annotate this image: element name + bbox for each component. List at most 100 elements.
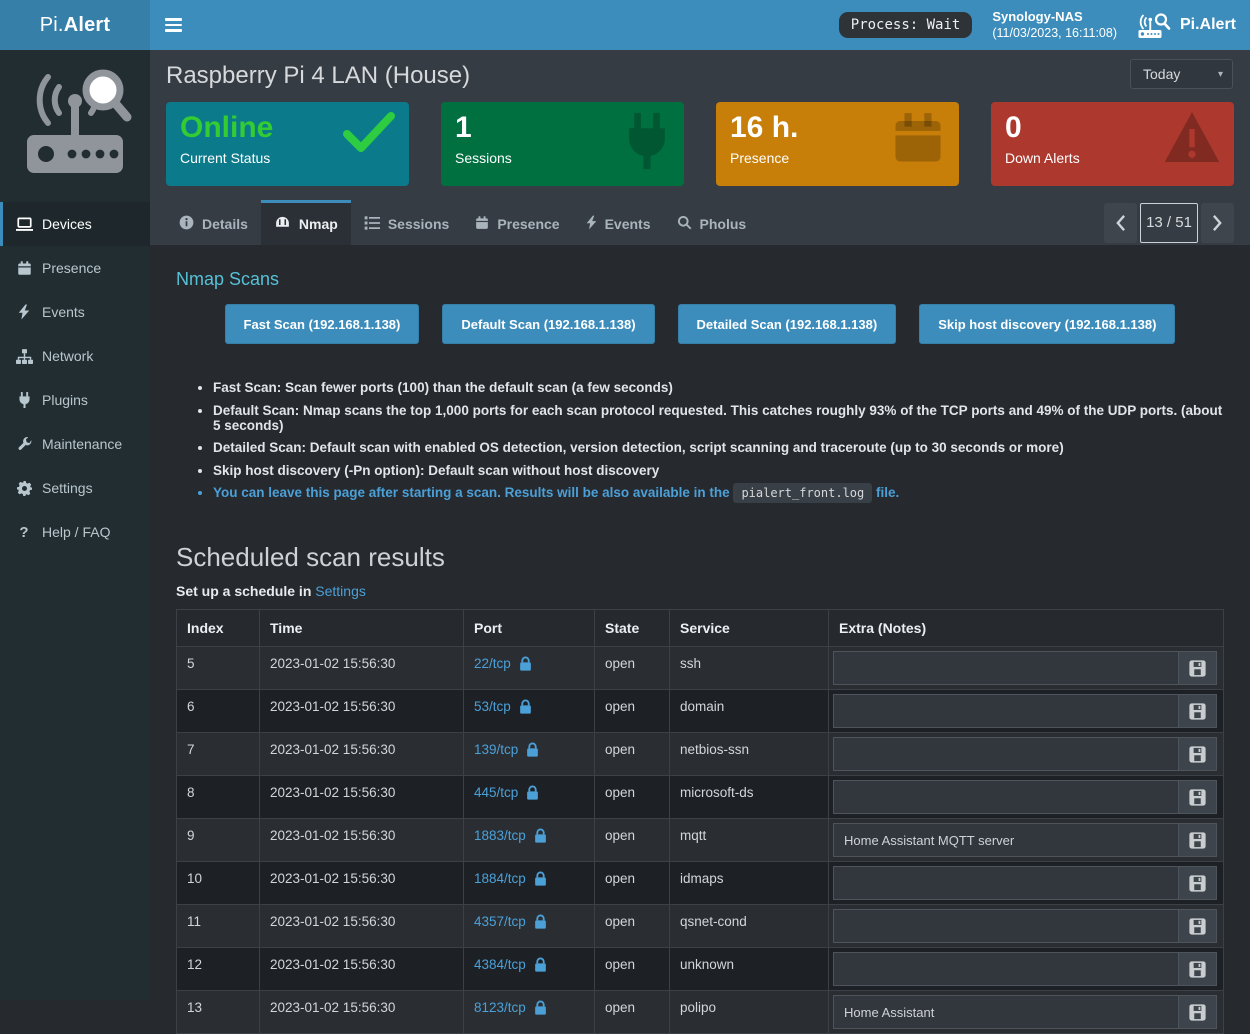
note-input[interactable] (833, 823, 1179, 857)
col-port: Port (464, 610, 595, 647)
prev-device-button[interactable] (1104, 203, 1137, 243)
sidebar-item-network[interactable]: Network (0, 334, 150, 378)
floppy-save-icon (1189, 918, 1206, 935)
note-input[interactable] (833, 909, 1179, 943)
note-input[interactable] (833, 651, 1179, 685)
settings-link[interactable]: Settings (315, 583, 366, 599)
save-note-button[interactable] (1179, 694, 1217, 728)
cell-note (829, 862, 1224, 905)
port-link[interactable]: 1883/tcp (474, 828, 547, 843)
note-input-group (833, 694, 1217, 728)
save-note-button[interactable] (1179, 952, 1217, 986)
port-text: 1884/tcp (474, 871, 526, 886)
cell-time: 2023-01-02 15:56:30 (260, 948, 464, 991)
scan-description-item: Fast Scan: Scan fewer ports (100) than t… (213, 380, 1224, 395)
note-input[interactable] (833, 694, 1179, 728)
period-select-value: Today (1143, 66, 1180, 82)
col-index: Index (177, 610, 260, 647)
port-link[interactable]: 1884/tcp (474, 871, 547, 886)
sidebar-item-help[interactable]: ? Help / FAQ (0, 510, 150, 554)
main-content: Raspberry Pi 4 LAN (House) Today ▾ Onlin… (150, 50, 1250, 1000)
lock-icon (526, 742, 539, 757)
nmap-tab-panel: Nmap Scans Fast Scan (192.168.1.138) Def… (150, 245, 1250, 1034)
port-link[interactable]: 4357/tcp (474, 914, 547, 929)
note-input[interactable] (833, 995, 1179, 1029)
cell-port: 4357/tcp (464, 905, 595, 948)
port-link[interactable]: 139/tcp (474, 742, 539, 757)
tab-pholus[interactable]: Pholus (664, 200, 760, 245)
save-note-button[interactable] (1179, 995, 1217, 1029)
tab-label: Nmap (299, 216, 338, 232)
sidebar-item-label: Events (42, 304, 85, 320)
cell-state: open (595, 690, 670, 733)
floppy-save-icon (1189, 660, 1206, 677)
tab-details[interactable]: Details (166, 200, 261, 245)
nmap-scan-button[interactable]: Skip host discovery (192.168.1.138) (919, 304, 1175, 344)
sidebar-item-settings[interactable]: Settings (0, 466, 150, 510)
note-input[interactable] (833, 780, 1179, 814)
save-note-button[interactable] (1179, 909, 1217, 943)
sidebar-item-events[interactable]: Events (0, 290, 150, 334)
schedule-hint: Set up a schedule in Settings (176, 583, 1224, 599)
lock-icon (534, 871, 547, 886)
save-note-button[interactable] (1179, 823, 1217, 857)
sidebar-item-label: Presence (42, 260, 101, 276)
nmap-section-title: Nmap Scans (176, 269, 1224, 290)
port-text: 1883/tcp (474, 828, 526, 843)
cell-index: 12 (177, 948, 260, 991)
save-note-button[interactable] (1179, 737, 1217, 771)
note-input[interactable] (833, 866, 1179, 900)
scan-description-item: Skip host discovery (-Pn option): Defaul… (213, 463, 1224, 478)
cell-index: 10 (177, 862, 260, 905)
tab-nmap[interactable]: Nmap (261, 200, 351, 245)
port-link[interactable]: 8123/tcp (474, 1000, 547, 1015)
device-tabs: Details Nmap Sessions Presence (166, 200, 1234, 245)
next-device-button[interactable] (1201, 203, 1234, 243)
nmap-scan-button[interactable]: Default Scan (192.168.1.138) (442, 304, 654, 344)
col-time: Time (260, 610, 464, 647)
sidebar-logo (0, 50, 150, 202)
port-link[interactable]: 445/tcp (474, 785, 539, 800)
sidebar-toggle-button[interactable] (150, 0, 196, 50)
page-header: Raspberry Pi 4 LAN (House) Today ▾ Onlin… (150, 50, 1250, 245)
floppy-save-icon (1189, 1004, 1206, 1021)
cell-state: open (595, 776, 670, 819)
note-input[interactable] (833, 952, 1179, 986)
port-link[interactable]: 4384/tcp (474, 957, 547, 972)
sidebar-item-plugins[interactable]: Plugins (0, 378, 150, 422)
sidebar-item-maintenance[interactable]: Maintenance (0, 422, 150, 466)
sidebar: Devices Presence Events Network Plugins (0, 50, 150, 1000)
cell-note (829, 733, 1224, 776)
cell-service: ssh (670, 647, 829, 690)
brand-logo[interactable]: Pi.Alert (0, 0, 150, 50)
nmap-scan-button[interactable]: Detailed Scan (192.168.1.138) (678, 304, 897, 344)
tab-presence[interactable]: Presence (462, 200, 572, 245)
tab-events[interactable]: Events (573, 200, 664, 245)
cell-port: 1883/tcp (464, 819, 595, 862)
save-note-button[interactable] (1179, 651, 1217, 685)
sidebar-item-presence[interactable]: Presence (0, 246, 150, 290)
col-service: Service (670, 610, 829, 647)
port-link[interactable]: 53/tcp (474, 699, 532, 714)
nmap-scan-button[interactable]: Fast Scan (192.168.1.138) (225, 304, 420, 344)
tab-sessions[interactable]: Sessions (351, 200, 462, 245)
port-link[interactable]: 22/tcp (474, 656, 532, 671)
binoculars-icon (274, 215, 291, 233)
period-select[interactable]: Today ▾ (1130, 59, 1233, 89)
port-text: 139/tcp (474, 742, 518, 757)
note-input[interactable] (833, 737, 1179, 771)
save-note-button[interactable] (1179, 780, 1217, 814)
warning-icon (1164, 112, 1220, 167)
cell-port: 53/tcp (464, 690, 595, 733)
cell-port: 4384/tcp (464, 948, 595, 991)
sidebar-item-devices[interactable]: Devices (0, 202, 150, 246)
note-input-group (833, 780, 1217, 814)
topbar-right-cluster: Process: Wait Synology-NAS (11/03/2023, … (839, 0, 1250, 50)
cell-index: 5 (177, 647, 260, 690)
port-text: 4357/tcp (474, 914, 526, 929)
device-page-indicator: 13 / 51 (1140, 203, 1198, 243)
sidebar-item-label: Maintenance (42, 436, 122, 452)
save-note-button[interactable] (1179, 866, 1217, 900)
cell-service: mqtt (670, 819, 829, 862)
cell-index: 6 (177, 690, 260, 733)
